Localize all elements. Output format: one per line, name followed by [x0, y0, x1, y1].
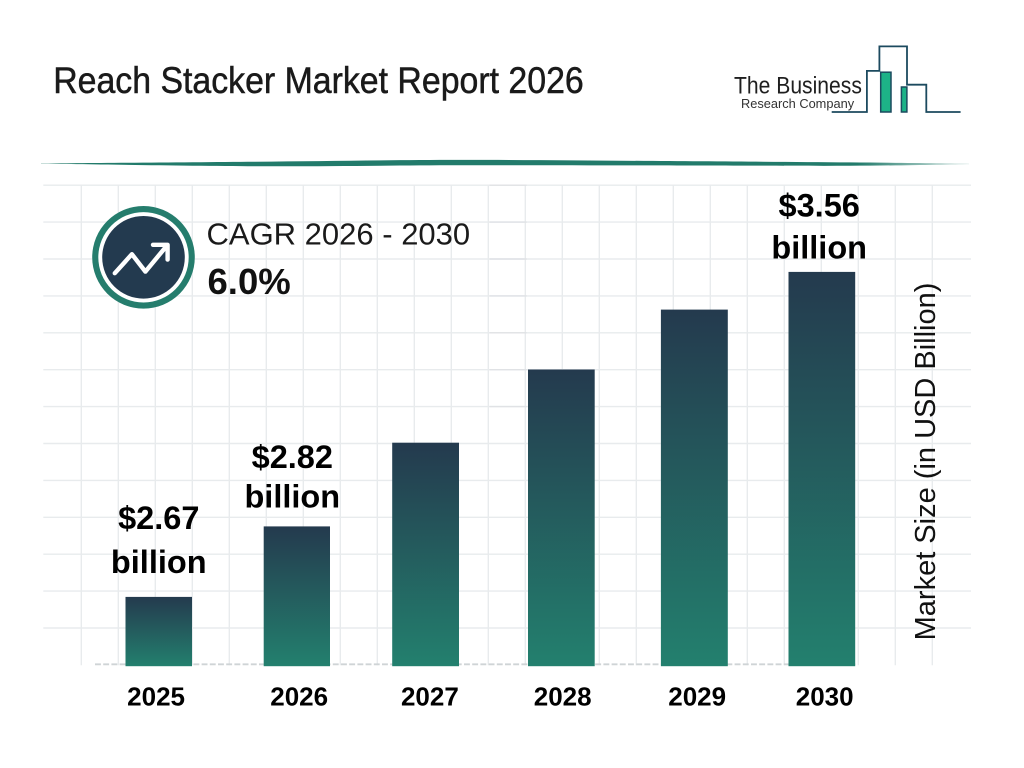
svg-text:2025: 2025 — [127, 681, 185, 711]
svg-text:Research Company: Research Company — [741, 96, 855, 111]
svg-text:2027: 2027 — [401, 681, 459, 711]
svg-text:billion: billion — [111, 544, 207, 580]
svg-text:$3.56: $3.56 — [779, 188, 860, 224]
svg-text:Reach Stacker Market Report 20: Reach Stacker Market Report 2026 — [53, 59, 584, 101]
svg-text:2028: 2028 — [534, 681, 592, 711]
svg-text:2030: 2030 — [796, 681, 854, 711]
svg-text:CAGR 2026 - 2030: CAGR 2026 - 2030 — [207, 217, 471, 252]
svg-text:6.0%: 6.0% — [208, 261, 291, 302]
svg-text:$2.67: $2.67 — [118, 500, 199, 536]
svg-text:Market Size (in USD Billion): Market Size (in USD Billion) — [910, 283, 942, 641]
svg-text:The Business: The Business — [734, 72, 862, 99]
svg-text:2026: 2026 — [270, 681, 328, 711]
svg-text:$2.82: $2.82 — [252, 439, 333, 475]
svg-text:billion: billion — [244, 478, 340, 514]
svg-text:billion: billion — [771, 230, 867, 266]
svg-text:2029: 2029 — [668, 681, 726, 711]
